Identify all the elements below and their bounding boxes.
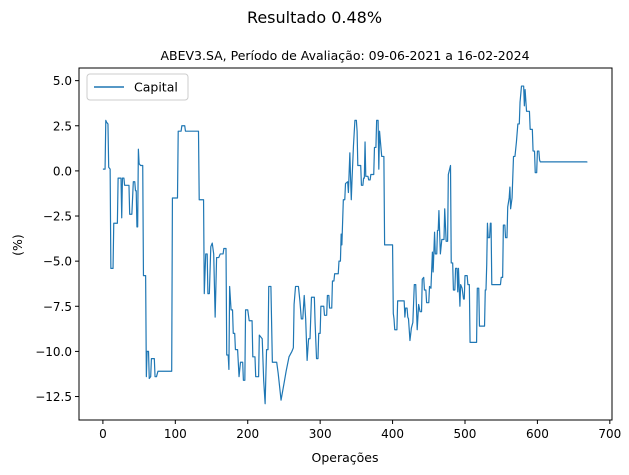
y-tick-label: −5.0 <box>43 255 72 269</box>
y-axis-label: (%) <box>10 234 25 256</box>
x-tick-label: 300 <box>309 427 332 441</box>
y-tick-label: −10.0 <box>35 345 72 359</box>
legend: Capital <box>86 73 189 101</box>
x-tick-label: 100 <box>164 427 187 441</box>
x-tick-label: 0 <box>99 427 107 441</box>
y-tick-label: −2.5 <box>43 210 72 224</box>
x-axis: 0 100 200 300 400 500 600 700 <box>99 420 621 441</box>
y-axis: 5.0 2.5 0.0 −2.5 −5.0 −7.5 −10.0 −12.5 <box>35 74 79 404</box>
x-tick-label: 700 <box>598 427 621 441</box>
y-tick-label: −7.5 <box>43 300 72 314</box>
capital-series-line <box>102 85 588 405</box>
y-tick-label: −12.5 <box>35 390 72 404</box>
x-tick-label: 500 <box>454 427 477 441</box>
plot-area <box>78 67 613 421</box>
legend-label-capital: Capital <box>134 80 178 95</box>
x-tick-label: 600 <box>526 427 549 441</box>
x-tick-label: 400 <box>381 427 404 441</box>
y-tick-label: 5.0 <box>53 74 72 88</box>
chart-title: ABEV3.SA, Período de Avaliação: 09-06-20… <box>160 48 529 63</box>
y-tick-label: 2.5 <box>53 119 72 133</box>
x-tick-label: 200 <box>236 427 259 441</box>
x-axis-label: Operações <box>312 450 379 465</box>
axes-frame <box>78 67 613 421</box>
figure-suptitle: Resultado 0.48% <box>247 8 382 27</box>
y-tick-label: 0.0 <box>53 164 72 178</box>
legend-box <box>86 73 189 101</box>
